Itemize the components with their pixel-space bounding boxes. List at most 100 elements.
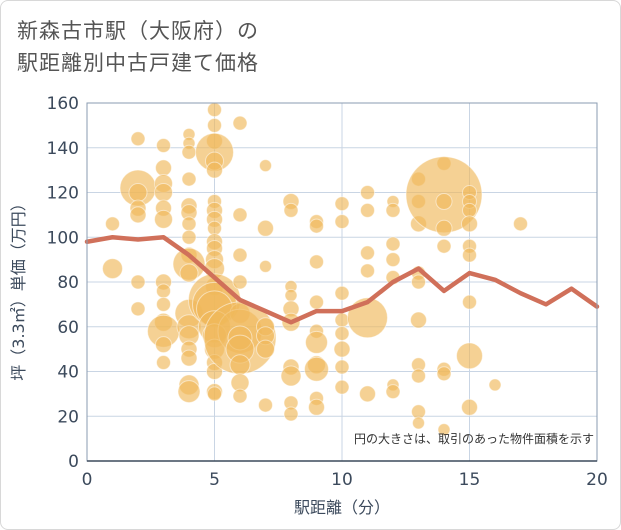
bubble — [334, 196, 350, 212]
bubble — [334, 214, 350, 230]
average-price-line — [84, 235, 600, 325]
bubbles — [102, 102, 528, 437]
chart-title-line1: 新森古市駅（大阪府）の — [17, 19, 259, 43]
y-tick-label: 160 — [47, 94, 79, 114]
bubble — [385, 384, 401, 400]
bubble — [488, 378, 502, 392]
bubble — [154, 183, 173, 202]
bubble — [360, 263, 375, 279]
bubble — [181, 144, 197, 160]
bubble — [334, 379, 350, 395]
bubble — [305, 330, 328, 354]
bubble — [206, 161, 223, 179]
bubble — [309, 294, 324, 310]
bubble — [181, 216, 197, 232]
bubble — [130, 274, 146, 290]
bubble — [280, 365, 302, 387]
bubble — [385, 252, 401, 268]
y-tick-label: 100 — [47, 228, 79, 248]
bubble — [207, 220, 222, 236]
bubble — [180, 349, 198, 367]
bubble — [259, 159, 272, 173]
bubble — [102, 258, 123, 280]
bubble — [283, 202, 299, 218]
bubble — [232, 274, 248, 290]
bubble — [257, 219, 274, 237]
bubble — [385, 236, 401, 252]
bubble — [130, 301, 146, 317]
bubble — [207, 117, 222, 133]
bubble — [232, 207, 248, 223]
bubble — [259, 259, 272, 273]
chart-title: 新森古市駅（大阪府）の 駅距離別中古戸建て価格 — [17, 15, 259, 79]
bubble — [177, 380, 201, 404]
bubble — [462, 294, 477, 310]
bubble — [232, 115, 248, 131]
bubble — [181, 229, 197, 245]
bubble — [412, 416, 425, 430]
bubble — [284, 288, 298, 302]
bubble — [360, 202, 375, 218]
bubble — [308, 398, 325, 416]
x-tick-label: 0 — [82, 470, 93, 490]
bubble — [461, 215, 478, 233]
y-axis-label: 坪（3.3㎡）単価（万円） — [9, 195, 28, 380]
bubble — [435, 219, 453, 237]
bubble — [155, 159, 172, 177]
bubble — [309, 254, 324, 270]
average-line — [84, 235, 600, 325]
bubble — [155, 336, 172, 354]
bubble — [513, 216, 528, 232]
bubble — [156, 296, 171, 312]
size-note: 円の大きさは、取引のあった物件面積を示す — [354, 431, 594, 446]
bubble — [232, 388, 248, 404]
bubble — [411, 368, 426, 384]
bubble — [256, 339, 275, 359]
x-axis-label: 駅距離（分） — [294, 498, 390, 517]
bubble — [309, 218, 324, 234]
y-tick-label: 80 — [57, 273, 79, 293]
bubble — [258, 397, 273, 413]
bubble — [156, 355, 171, 371]
bubble — [462, 202, 477, 218]
bubble — [435, 192, 453, 210]
bubble — [181, 171, 197, 187]
bubble — [334, 359, 350, 375]
x-tick-label: 5 — [209, 470, 220, 490]
bubble — [436, 366, 452, 382]
bubble — [105, 216, 120, 232]
bubble — [129, 206, 147, 224]
bubble — [304, 356, 329, 382]
bubble — [360, 245, 375, 261]
bubble — [410, 311, 427, 329]
bubble — [179, 263, 199, 283]
bubble — [156, 283, 171, 299]
bubble — [128, 183, 148, 202]
bubble — [156, 138, 171, 154]
bubble — [359, 385, 376, 403]
y-tick-label: 120 — [47, 184, 79, 204]
bubble — [334, 285, 350, 301]
bubble — [436, 238, 452, 254]
bubble — [360, 185, 375, 200]
bubble — [334, 312, 350, 328]
bubble — [385, 202, 401, 218]
bubble — [232, 247, 248, 263]
y-tick-label: 0 — [68, 452, 79, 472]
y-tick-label: 40 — [57, 363, 79, 383]
x-tick-label: 15 — [459, 470, 481, 490]
bubble — [207, 386, 222, 402]
bubble — [456, 342, 483, 370]
bubble — [283, 406, 299, 422]
x-tick-label: 10 — [331, 470, 353, 490]
bubble — [461, 398, 478, 416]
bubble — [462, 247, 477, 263]
y-tick-label: 140 — [47, 139, 79, 159]
x-tick-label: 20 — [586, 470, 608, 490]
bubble — [229, 354, 251, 376]
y-tick-label: 20 — [57, 407, 79, 427]
axes: 0 20 40 60 80 100 120 140 160 0 5 10 15 20 — [47, 94, 608, 490]
y-tick-label: 60 — [57, 318, 79, 338]
bubble — [207, 102, 222, 118]
